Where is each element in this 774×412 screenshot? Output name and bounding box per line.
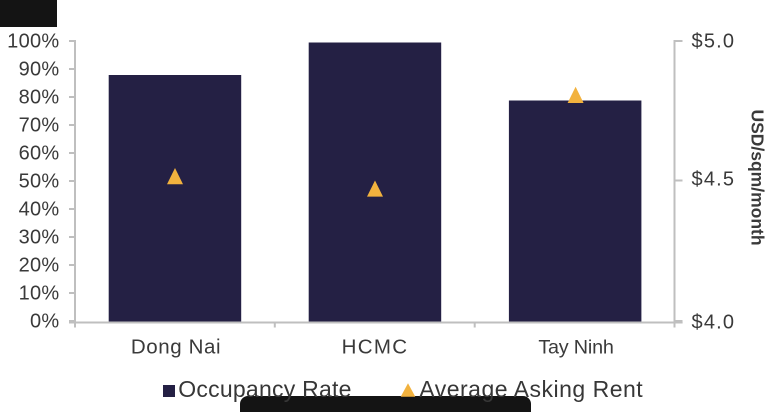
- svg-text:USD/sqm/month: USD/sqm/month: [748, 109, 768, 245]
- svg-text:80%: 80%: [19, 87, 60, 109]
- svg-text:60%: 60%: [19, 143, 60, 165]
- svg-text:20%: 20%: [19, 255, 60, 277]
- svg-text:Dong Nai: Dong Nai: [131, 336, 221, 359]
- svg-text:50%: 50%: [19, 171, 60, 193]
- svg-text:Average Asking Rent: Average Asking Rent: [419, 376, 643, 402]
- svg-text:90%: 90%: [19, 59, 60, 81]
- svg-text:30%: 30%: [19, 227, 60, 249]
- svg-text:$5.0: $5.0: [692, 31, 736, 53]
- svg-text:10%: 10%: [19, 283, 60, 305]
- svg-text:100%: 100%: [7, 31, 59, 53]
- svg-text:HCMC: HCMC: [342, 336, 409, 359]
- svg-text:40%: 40%: [19, 199, 60, 221]
- svg-text:$4.5: $4.5: [692, 169, 736, 191]
- svg-text:$4.0: $4.0: [692, 312, 736, 334]
- svg-text:0%: 0%: [30, 311, 60, 333]
- svg-text:70%: 70%: [19, 115, 60, 137]
- svg-text:Occupancy Rate: Occupancy Rate: [178, 376, 352, 402]
- svg-text:Tay Ninh: Tay Ninh: [538, 337, 613, 359]
